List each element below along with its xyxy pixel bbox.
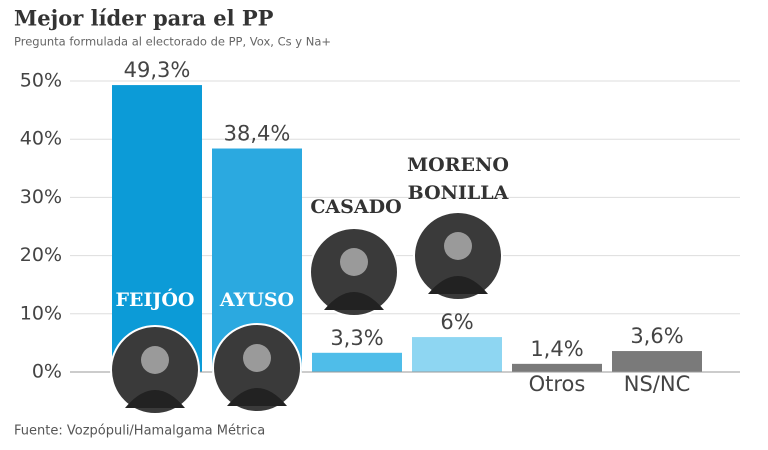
value-label: 1,4% xyxy=(530,337,583,361)
photo-body xyxy=(428,276,488,294)
value-label: 3,6% xyxy=(630,324,683,348)
photo-face xyxy=(444,232,472,260)
y-tick-label: 30% xyxy=(20,186,62,208)
photo-body xyxy=(227,388,287,406)
category-label: FEIJÓO xyxy=(115,289,195,311)
photo-face xyxy=(243,344,271,372)
value-label: 38,4% xyxy=(224,122,291,146)
bar xyxy=(612,351,702,372)
bar xyxy=(112,85,202,372)
photo-face xyxy=(141,346,169,374)
bar xyxy=(412,337,502,372)
chart-title: Mejor líder para el PP xyxy=(14,6,274,31)
value-label: 3,3% xyxy=(330,326,383,350)
y-tick-label: 10% xyxy=(20,302,62,324)
y-tick-label: 50% xyxy=(20,70,62,92)
category-label: NS/NC xyxy=(623,372,691,396)
photo-body xyxy=(125,390,185,408)
category-label: AYUSO xyxy=(219,289,295,311)
y-tick-label: 20% xyxy=(20,244,62,266)
source: Fuente: Vozpópuli/Hamalgama Métrica xyxy=(14,424,265,439)
category-label: MORENO BONILLA xyxy=(407,154,509,204)
photo-face xyxy=(340,248,368,276)
y-tick-label: 40% xyxy=(20,128,62,150)
y-tick-label: 0% xyxy=(32,361,62,383)
photo-body xyxy=(324,292,384,310)
value-label: 6% xyxy=(440,310,473,334)
bar xyxy=(512,363,602,372)
category-label: CASADO xyxy=(310,196,402,218)
value-label: 49,3% xyxy=(124,58,191,82)
bar xyxy=(312,352,402,372)
chart-subtitle: Pregunta formulada al electorado de PP, … xyxy=(14,35,331,49)
category-label: Otros xyxy=(528,372,586,396)
